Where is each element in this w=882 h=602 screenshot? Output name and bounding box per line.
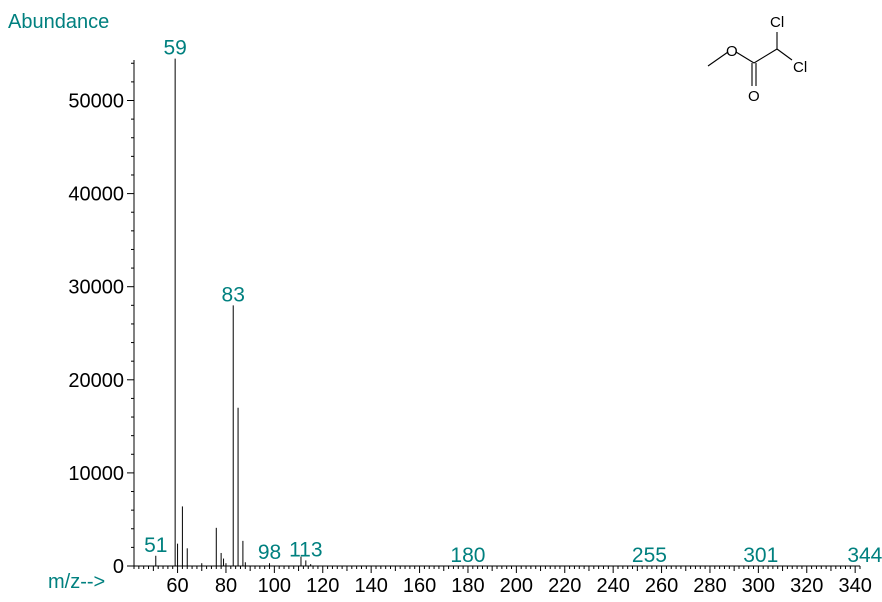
- axes: 60 80 100 120 140 160 180 200 220 240 260 280 300 320…: [68, 60, 872, 597]
- x-tick-label: 140: [354, 575, 387, 597]
- atom-o-ester: O: [726, 43, 738, 60]
- peak-bars: [155, 58, 312, 566]
- peak-label: 59: [163, 37, 186, 60]
- x-tick-label: 300: [742, 575, 775, 597]
- peak-label: 301: [743, 544, 778, 567]
- x-axis-title: m/z-->: [48, 571, 105, 593]
- peak-label: 98: [258, 541, 281, 564]
- x-tick-label: 200: [500, 575, 533, 597]
- x-tick-label: 80: [215, 575, 237, 597]
- peak-label: 255: [632, 544, 667, 567]
- x-tick-label: 100: [258, 575, 291, 597]
- bond-ch-cl-right: [776, 48, 793, 61]
- molecule-structure: Cl Cl O O: [707, 14, 807, 105]
- y-tick-label: 0: [113, 556, 124, 578]
- y-tick-label: 20000: [68, 370, 124, 392]
- x-tick-label: 260: [645, 575, 678, 597]
- atom-o-carbonyl: O: [748, 88, 760, 105]
- y-axis-title: Abundance: [8, 11, 109, 33]
- x-tick-label: 160: [403, 575, 436, 597]
- peak-label: 180: [450, 544, 485, 567]
- bond-o-carbonyl: [735, 51, 755, 64]
- peak-label: 344: [847, 544, 882, 567]
- x-tick-label: 280: [693, 575, 726, 597]
- y-tick-label: 30000: [68, 277, 124, 299]
- y-tick-label: 50000: [68, 91, 124, 113]
- peak-label: 113: [289, 538, 322, 561]
- bond-carbonyl-ch: [753, 48, 778, 64]
- x-tick-label: 120: [306, 575, 339, 597]
- x-tick-label: 320: [790, 575, 823, 597]
- y-tick-label: 40000: [68, 184, 124, 206]
- y-tick-label: 10000: [68, 463, 124, 485]
- x-tick-label: 60: [166, 575, 188, 597]
- peak-labels: 51 59 83 98 113 180 255 301 344: [144, 37, 882, 567]
- x-tick-label: 180: [451, 575, 484, 597]
- x-tick-label: 340: [838, 575, 871, 597]
- peak-label: 51: [144, 534, 167, 557]
- peak-label: 83: [222, 283, 245, 306]
- atom-cl-right: Cl: [793, 59, 807, 76]
- atom-cl-top: Cl: [770, 14, 784, 31]
- bond-methyl-o: [707, 51, 729, 67]
- x-tick-label: 220: [548, 575, 581, 597]
- x-tick-label: 240: [596, 575, 629, 597]
